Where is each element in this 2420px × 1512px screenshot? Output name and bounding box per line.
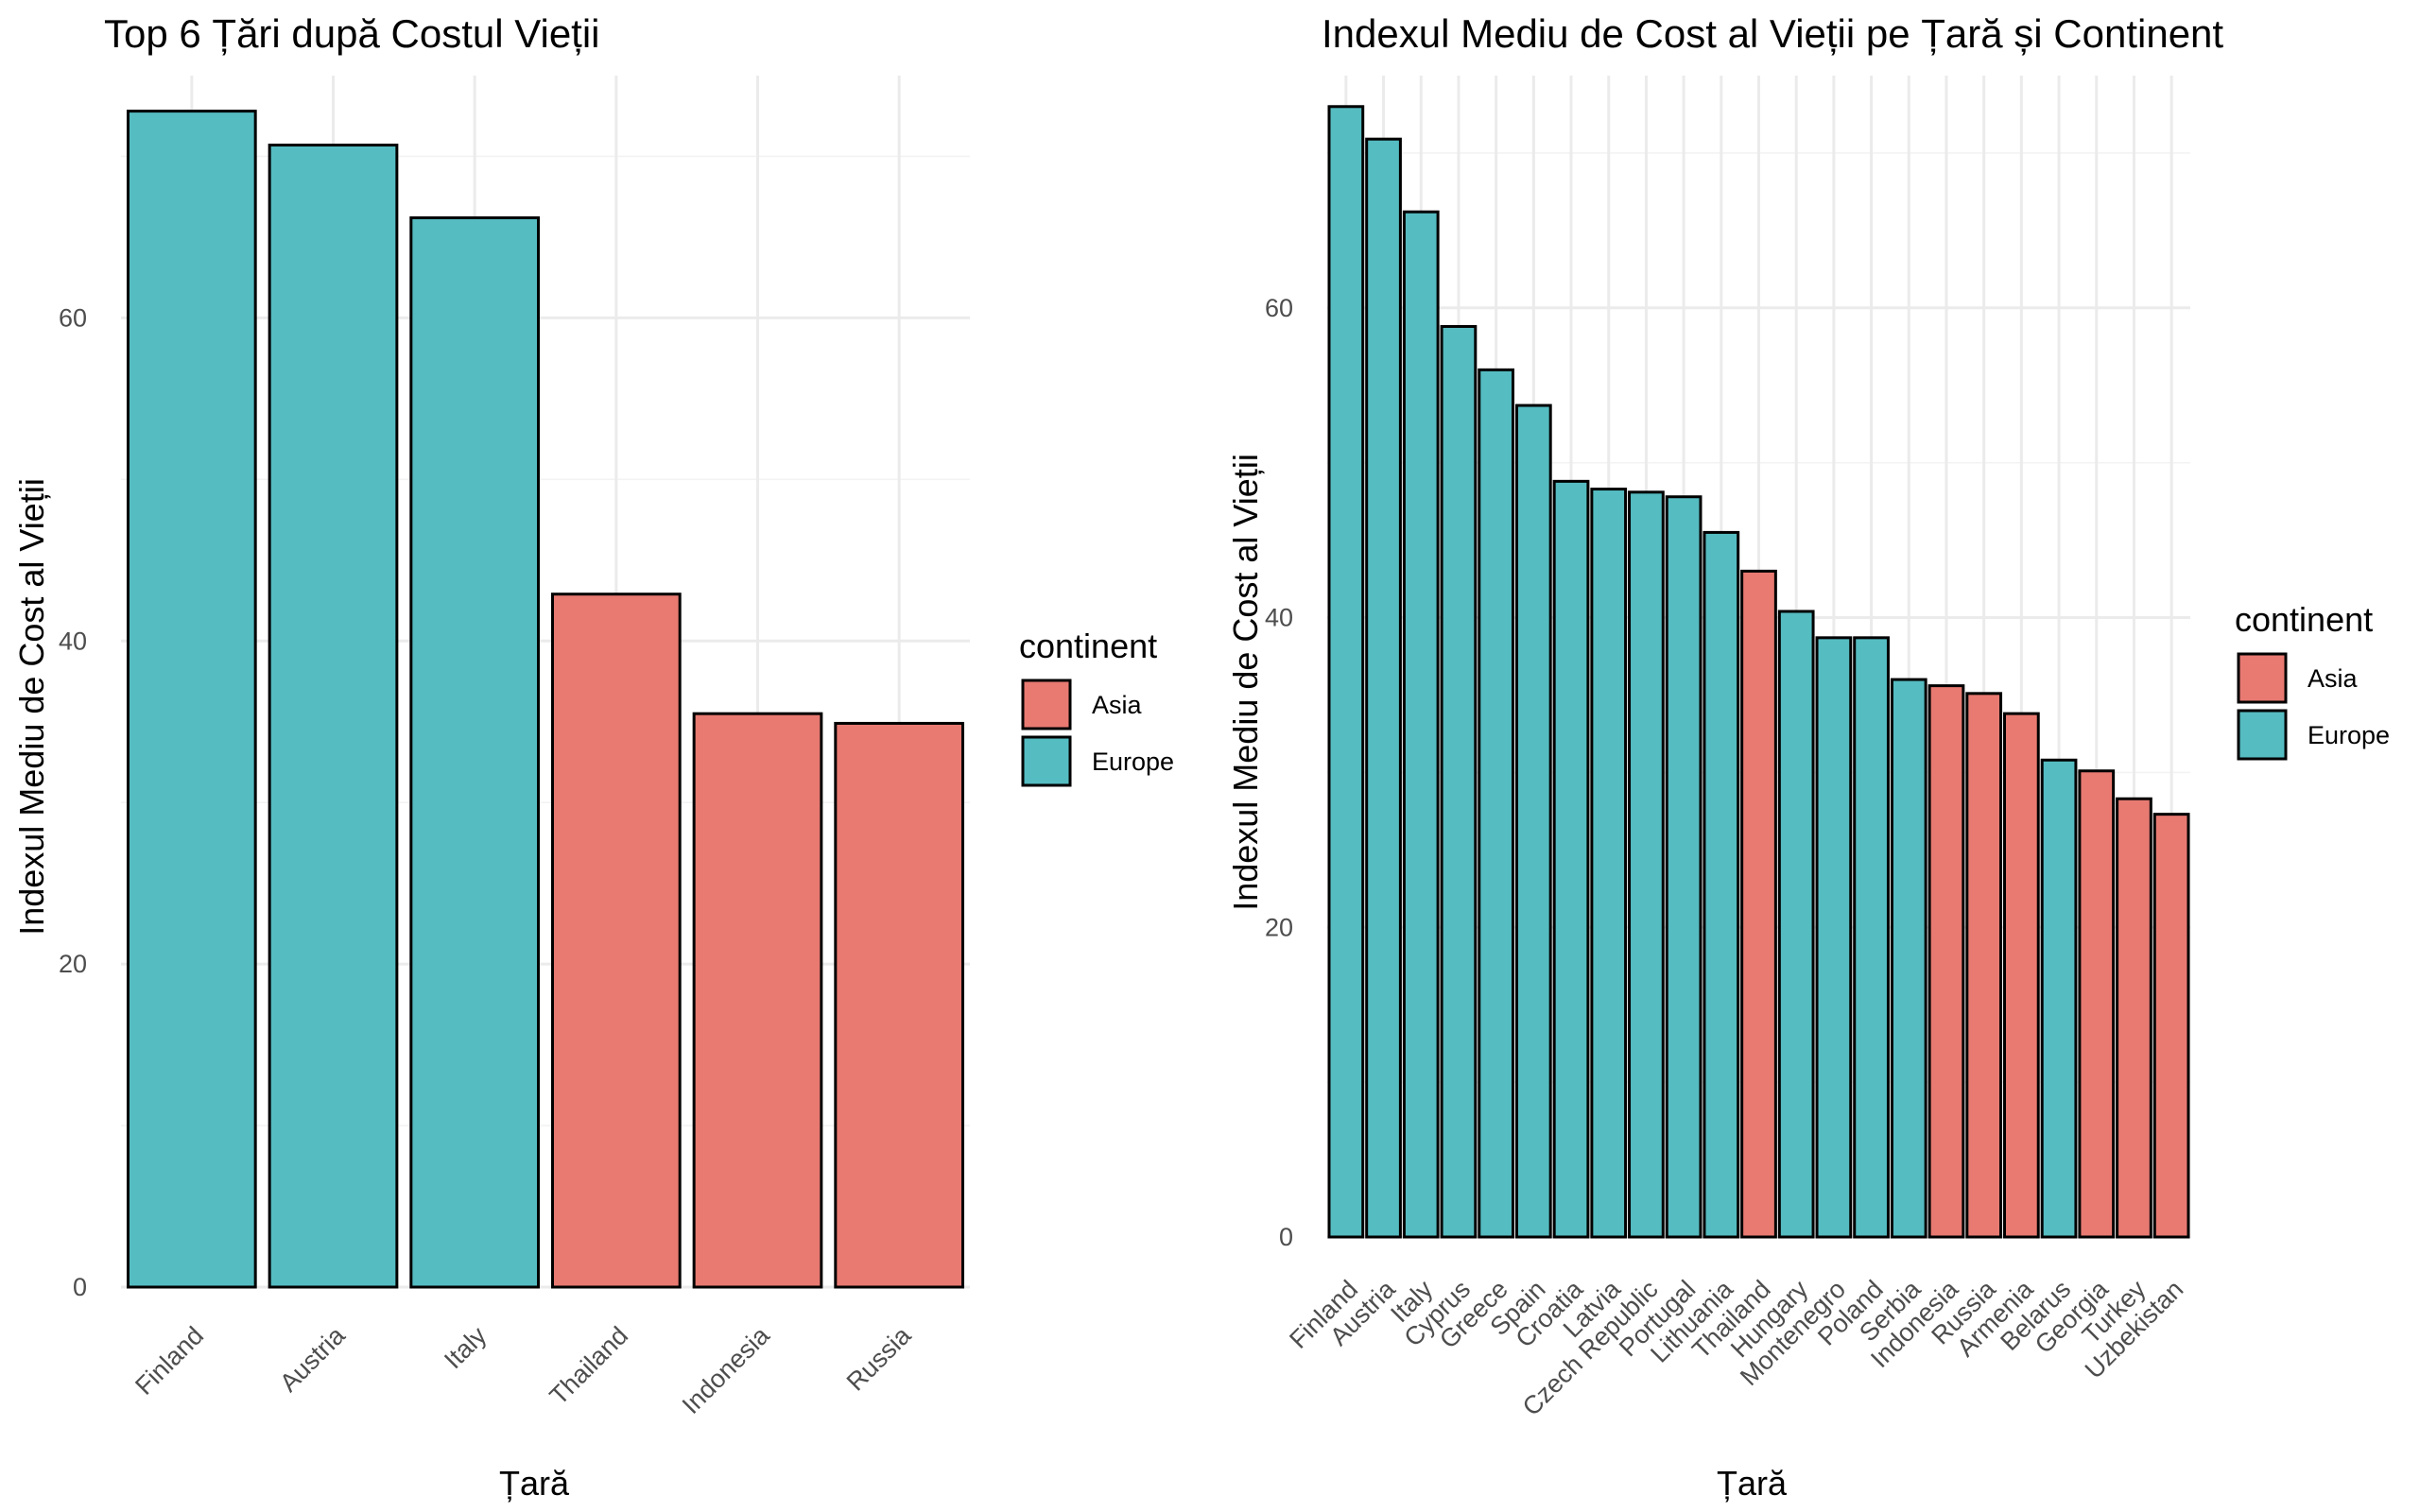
bar-finland bbox=[126, 110, 257, 1289]
x-tick-label: Austria bbox=[274, 1320, 351, 1397]
x-tick-label: Russia bbox=[841, 1320, 917, 1396]
x-tick-label: Indonesia bbox=[677, 1320, 776, 1419]
x-tick-label: Finland bbox=[130, 1321, 209, 1400]
y-tick-label: 0 bbox=[1279, 1223, 1293, 1251]
right-legend-swatch-asia bbox=[2237, 652, 2288, 704]
left-chart-title: Top 6 Țări după Costul Vieții bbox=[104, 11, 600, 56]
bar-portugal bbox=[1665, 495, 1703, 1239]
bar-italy bbox=[409, 215, 541, 1289]
bar-uzbekistan bbox=[2152, 813, 2190, 1239]
y-tick-label: 40 bbox=[59, 627, 87, 655]
left-legend-title: continent bbox=[1019, 627, 1157, 665]
right-y-axis-title: Indexul Mediu de Cost al Vieții bbox=[1226, 454, 1265, 911]
y-tick-label: 60 bbox=[59, 303, 87, 332]
y-tick-label: 60 bbox=[1265, 294, 1293, 322]
left-legend-swatch-asia bbox=[1021, 679, 1072, 730]
bar-austria bbox=[268, 144, 399, 1289]
y-tick-label: 20 bbox=[1265, 913, 1293, 941]
left-legend-label-asia: Asia bbox=[1092, 691, 1143, 719]
bar-spain bbox=[1514, 404, 1552, 1239]
right-x-tick-labels: FinlandAustriaItalyCyprusGreeceSpainCroa… bbox=[1284, 1274, 2188, 1421]
right-legend: continent Asia Europe bbox=[2235, 600, 2390, 761]
x-tick-label: Italy bbox=[439, 1321, 493, 1375]
left-x-axis-title: Țară bbox=[499, 1464, 570, 1503]
bar-belarus bbox=[2040, 758, 2078, 1239]
bar-italy bbox=[1402, 210, 1440, 1239]
y-tick-label: 40 bbox=[1265, 604, 1293, 632]
bar-turkey bbox=[2116, 797, 2152, 1239]
right-chart-panel: Indexul Mediu de Cost al Vieții pe Țară … bbox=[1226, 11, 2390, 1503]
right-y-tick-labels: 0 20 40 60 bbox=[1265, 294, 1293, 1251]
bar-lithuania bbox=[1703, 530, 1740, 1239]
right-legend-swatch-europe bbox=[2237, 709, 2288, 761]
left-legend-label-europe: Europe bbox=[1092, 747, 1174, 776]
left-legend-swatch-europe bbox=[1021, 735, 1072, 787]
right-legend-title: continent bbox=[2235, 600, 2373, 639]
bar-indonesia bbox=[1927, 684, 1965, 1239]
bar-greece bbox=[1478, 368, 1514, 1239]
bar-poland bbox=[1853, 636, 1890, 1239]
right-legend-label-asia: Asia bbox=[2308, 664, 2359, 693]
y-tick-label: 0 bbox=[73, 1273, 87, 1301]
bar-indonesia bbox=[692, 712, 823, 1289]
left-bars bbox=[126, 110, 965, 1289]
bar-austria bbox=[1365, 137, 1402, 1239]
bar-czech-republic bbox=[1628, 490, 1665, 1239]
bar-croatia bbox=[1552, 479, 1590, 1239]
right-legend-label-europe: Europe bbox=[2308, 721, 2390, 749]
right-bars bbox=[1327, 105, 2190, 1239]
right-x-axis-title: Țară bbox=[1717, 1464, 1788, 1503]
bar-serbia bbox=[1890, 678, 1927, 1239]
bar-hungary bbox=[1777, 610, 1815, 1239]
bar-montenegro bbox=[1815, 636, 1853, 1239]
bar-thailand bbox=[1740, 569, 1777, 1239]
bar-russia bbox=[1965, 692, 2003, 1239]
left-x-tick-labels: Finland Austria Italy Thailand Indonesia Russ… bbox=[130, 1320, 917, 1419]
bar-thailand bbox=[550, 593, 682, 1289]
right-chart-title: Indexul Mediu de Cost al Vieții pe Țară … bbox=[1322, 11, 2223, 56]
left-chart-panel: Top 6 Țări după Costul Vieții 0 20 40 60 Fi… bbox=[12, 11, 1174, 1503]
left-y-tick-labels: 0 20 40 60 bbox=[59, 303, 87, 1301]
bar-cyprus bbox=[1440, 324, 1478, 1239]
bar-finland bbox=[1327, 105, 1365, 1239]
bar-latvia bbox=[1590, 488, 1628, 1239]
left-y-axis-title: Indexul Mediu de Cost al Vieții bbox=[12, 478, 51, 936]
bar-georgia bbox=[2078, 769, 2116, 1239]
y-tick-label: 20 bbox=[59, 950, 87, 978]
bar-armenia bbox=[2003, 712, 2040, 1239]
bar-russia bbox=[834, 721, 965, 1289]
x-tick-label: Thailand bbox=[544, 1321, 633, 1410]
left-legend: continent Asia Europe bbox=[1019, 627, 1174, 787]
